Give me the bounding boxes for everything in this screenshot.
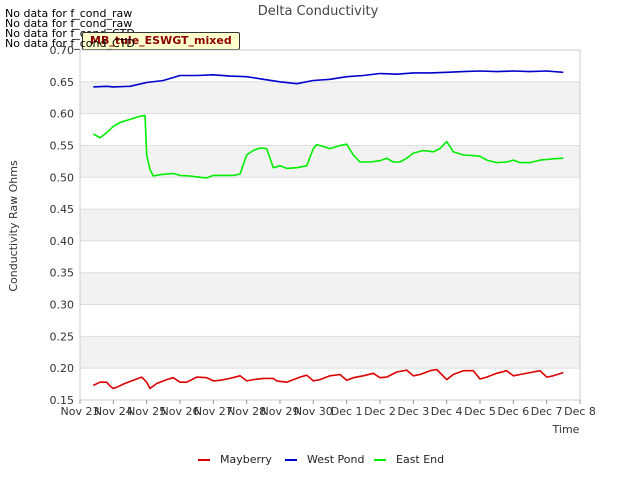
no-data-notice-3: No data for f_cond_CTD xyxy=(5,27,135,40)
legend-swatch xyxy=(285,458,297,461)
chart-title: Delta Conductivity xyxy=(258,4,379,19)
y-tick-label: 0.40 xyxy=(50,235,75,248)
x-tick-label: Nov 26 xyxy=(161,405,200,418)
y-tick-label: 0.15 xyxy=(50,394,75,407)
x-tick-label: Nov 23 xyxy=(61,405,100,418)
x-tick-label: Dec 8 xyxy=(564,405,596,418)
x-tick-label: Nov 27 xyxy=(194,405,233,418)
grid-band xyxy=(80,336,580,369)
legend-item-mayberry: Mayberry xyxy=(198,453,272,466)
x-tick-label: Dec 6 xyxy=(497,405,529,418)
y-tick-label: 0.20 xyxy=(50,362,75,375)
y-tick-label: 0.30 xyxy=(50,299,75,312)
legend-swatch xyxy=(374,458,386,461)
grid-band xyxy=(80,145,580,178)
grid-band xyxy=(80,81,580,114)
legend-swatch xyxy=(198,458,210,461)
x-tick-label: Nov 25 xyxy=(127,405,166,418)
x-tick-label: Dec 1 xyxy=(331,405,363,418)
x-tick-label: Dec 7 xyxy=(531,405,563,418)
legend: Mayberry West Pond East End xyxy=(0,453,640,469)
no-data-notice-4: No data for f_cond_CTD xyxy=(5,37,135,50)
y-tick-label: 0.60 xyxy=(50,108,75,121)
x-tick-label: Nov 28 xyxy=(227,405,266,418)
grid-band xyxy=(80,209,580,241)
series-line-west-pond xyxy=(93,70,564,88)
y-tick-label: 0.55 xyxy=(50,139,75,152)
x-tick-label: Nov 29 xyxy=(261,405,300,418)
y-tick-label: 0.65 xyxy=(50,76,75,89)
legend-label: East End xyxy=(396,453,445,466)
y-tick-label: 0.35 xyxy=(50,267,75,280)
site-badge: MB_tule_ESWGT_mixed xyxy=(82,32,240,50)
legend-item-east-end: East End xyxy=(374,453,444,466)
x-tick-label: Nov 30 xyxy=(294,405,333,418)
series-line-east-end xyxy=(92,114,564,179)
x-tick-label: Dec 2 xyxy=(364,405,396,418)
legend-label: West Pond xyxy=(307,453,365,466)
y-tick-label: 0.50 xyxy=(50,171,75,184)
series-line-mayberry xyxy=(92,368,564,390)
y-tick-label: 0.70 xyxy=(50,44,75,57)
x-tick-label: Dec 3 xyxy=(397,405,429,418)
x-tick-label: Dec 5 xyxy=(464,405,496,418)
y-axis-label: Conductivity Raw Ohms xyxy=(7,160,20,292)
legend-item-west-pond: West Pond xyxy=(285,453,364,466)
legend-label: Mayberry xyxy=(220,453,272,466)
y-tick-label: 0.45 xyxy=(50,203,75,216)
y-tick-label: 0.25 xyxy=(50,330,75,343)
no-data-notice-2: No data for f_cond_raw xyxy=(5,17,133,30)
x-tick-label: Nov 24 xyxy=(94,405,133,418)
grid-band xyxy=(80,272,580,305)
x-axis-label: Time xyxy=(552,423,580,436)
no-data-notice-1: No data for f_cond_raw xyxy=(5,7,133,20)
x-tick-label: Dec 4 xyxy=(431,405,463,418)
